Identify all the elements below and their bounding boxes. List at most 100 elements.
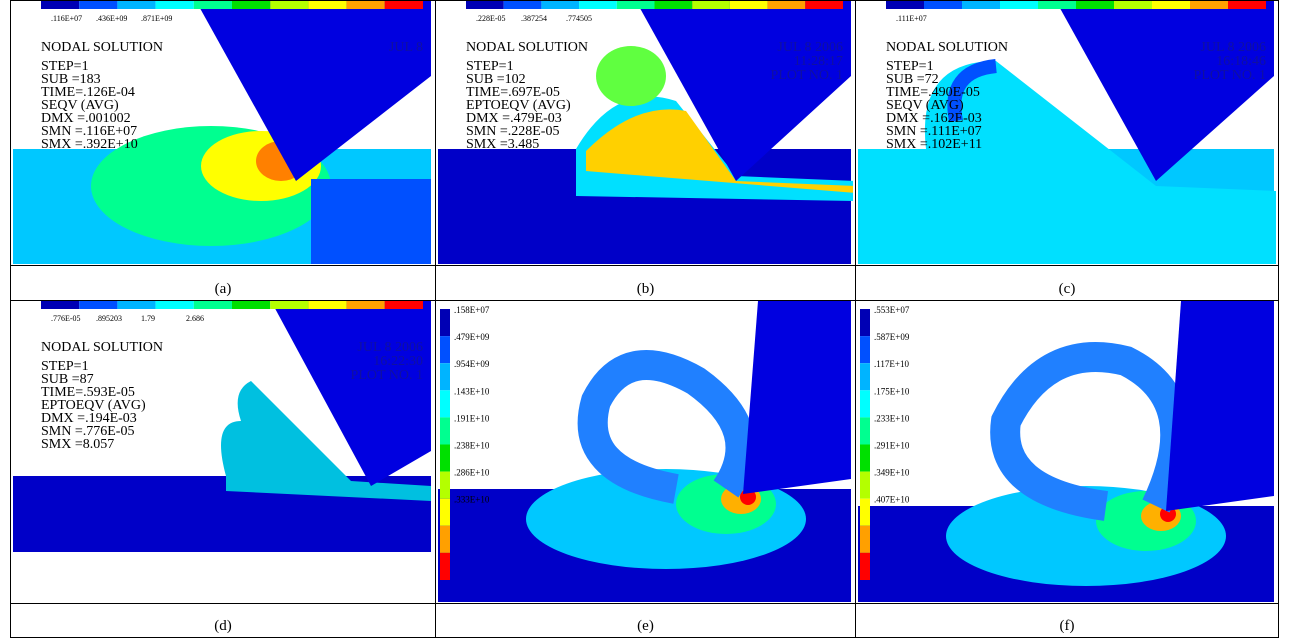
- colorbar-label: .228E-05: [476, 14, 506, 23]
- legend-label: .286E+10: [454, 468, 490, 478]
- legend-swatch: [860, 363, 870, 390]
- colorbar-swatch: [1228, 1, 1266, 9]
- legend-label: .587E+09: [874, 332, 910, 342]
- colorbar-swatch: [886, 1, 924, 9]
- colorbar-swatch: [768, 1, 806, 9]
- legend-label: .238E+10: [454, 441, 490, 451]
- legend-label: .407E+10: [874, 495, 910, 505]
- stamp: JUL 8 2006: [1200, 40, 1266, 55]
- colorbar-swatch: [1190, 1, 1228, 9]
- caption: (b): [436, 266, 856, 301]
- caption: (f): [856, 604, 1279, 638]
- colorbar-swatch: [504, 1, 542, 9]
- stamp: PLOT NO. 1: [351, 368, 423, 383]
- legend-swatch: [860, 390, 870, 417]
- legend-swatch: [440, 309, 450, 336]
- stamp: PLOT NO. 1: [771, 68, 843, 83]
- legend-label: .191E+10: [454, 413, 490, 423]
- stamp: 16:18:46: [1216, 54, 1266, 69]
- stamp: JUL 8: [389, 40, 423, 55]
- colorbar-swatch: [805, 1, 843, 9]
- legend-swatch: [860, 309, 870, 336]
- legend-swatch: [440, 417, 450, 444]
- colorbar-label: .436E+09: [96, 14, 127, 23]
- legend-label: .158E+07: [454, 305, 490, 315]
- colorbar-swatch: [117, 1, 155, 9]
- caption: (d): [11, 604, 436, 638]
- colorbar-swatch: [579, 1, 617, 9]
- legend-label: .954E+09: [454, 359, 490, 369]
- caption: (a): [11, 266, 436, 301]
- legend-label: .333E+10: [454, 495, 490, 505]
- legend-label: .479E+09: [454, 332, 490, 342]
- legend-swatch: [440, 363, 450, 390]
- annotation: SMX =3.485: [466, 137, 539, 152]
- chip-tip: [596, 46, 666, 106]
- colorbar-swatch: [194, 301, 232, 309]
- legend-swatch: [440, 390, 450, 417]
- annotation: SMX =8.057: [41, 437, 114, 452]
- legend-label: .175E+10: [874, 386, 910, 396]
- colorbar-swatch: [730, 1, 768, 9]
- colorbar-label: .895203: [96, 314, 122, 323]
- colorbar-swatch: [655, 1, 693, 9]
- colorbar-swatch: [308, 301, 346, 309]
- caption: (c): [856, 266, 1279, 301]
- legend-swatch: [440, 553, 450, 580]
- legend-swatch: [440, 336, 450, 363]
- colorbar-swatch: [79, 1, 117, 9]
- simulation-image: .553E+07.587E+09.117E+10.175E+10.233E+10…: [856, 301, 1276, 602]
- legend-swatch: [860, 336, 870, 363]
- colorbar-label: .774505: [566, 14, 592, 23]
- colorbar-swatch: [156, 301, 194, 309]
- stamp: PLOT NO. 1: [1194, 68, 1266, 83]
- annotation: NODAL SOLUTION: [466, 40, 588, 55]
- colorbar-swatch: [232, 1, 270, 9]
- stamp: JUL 8 2006: [777, 40, 843, 55]
- colorbar-swatch: [41, 1, 79, 9]
- caption: (e): [436, 604, 856, 638]
- legend-label: .143E+10: [454, 386, 490, 396]
- legend-swatch: [440, 499, 450, 526]
- colorbar-swatch: [156, 1, 194, 9]
- colorbar-swatch: [1114, 1, 1152, 9]
- colorbar-label: .111E+07: [896, 14, 927, 23]
- legend-label: .553E+07: [874, 305, 910, 315]
- colorbar-label: .776E-05: [51, 314, 81, 323]
- simulation-image: .158E+07 .479E+09 .954E+09 .143E+10 .191E+10…: [436, 301, 853, 602]
- legend-swatch: [440, 472, 450, 499]
- legend-swatch: [440, 526, 450, 553]
- colorbar-swatch: [79, 301, 117, 309]
- legend-swatch: [860, 417, 870, 444]
- colorbar-swatch: [385, 1, 423, 9]
- colorbar-label: 1.79: [141, 314, 155, 323]
- colorbar-swatch: [232, 301, 270, 309]
- page: {"panels": [ {"label": "(a)", "annotatio…: [0, 0, 1299, 639]
- annotation: SMX =.392E+10: [41, 137, 138, 152]
- panel-cell: .116E+07.436E+09.871E+09NODAL SOLUTIONST…: [11, 1, 436, 266]
- annotation: NODAL SOLUTION: [41, 40, 163, 55]
- colorbar-swatch: [541, 1, 579, 9]
- colorbar-swatch: [962, 1, 1000, 9]
- colorbar-swatch: [270, 301, 308, 309]
- colorbar-label: 2.686: [186, 314, 204, 323]
- colorbar-swatch: [194, 1, 232, 9]
- colorbar-swatch: [270, 1, 308, 9]
- colorbar-swatch: [1152, 1, 1190, 9]
- stamp: 11:28:17: [794, 54, 843, 69]
- legend-swatch: [860, 526, 870, 553]
- annotation: NODAL SOLUTION: [886, 40, 1008, 55]
- legend-swatch: [860, 445, 870, 472]
- tool: [743, 301, 851, 494]
- panel-cell: .553E+07.587E+09.117E+10.175E+10.233E+10…: [856, 301, 1279, 604]
- colorbar-swatch: [308, 1, 346, 9]
- stamp: JUL 8 2006: [357, 340, 423, 355]
- colorbar-swatch: [347, 301, 385, 309]
